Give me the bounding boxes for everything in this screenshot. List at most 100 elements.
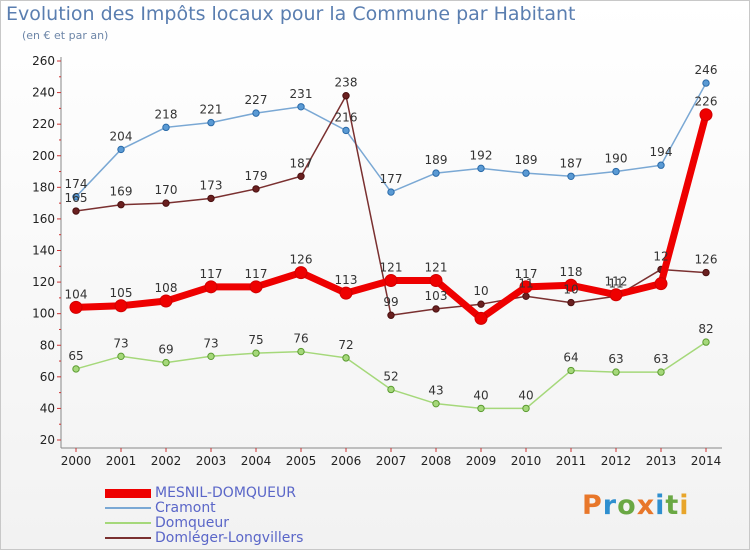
data-label: 117 bbox=[200, 267, 223, 281]
data-label: 189 bbox=[425, 153, 448, 167]
data-point bbox=[474, 311, 488, 325]
y-tick-label: 240 bbox=[32, 86, 55, 100]
data-point bbox=[567, 298, 575, 307]
x-tick-label: 2000 bbox=[61, 454, 92, 468]
data-label: 64 bbox=[563, 351, 578, 365]
data-point bbox=[342, 126, 350, 135]
data-point bbox=[207, 194, 215, 203]
value-labels: 104 105 108 117 117 126 113 121 121 117 118 112 226 1… bbox=[65, 63, 718, 402]
x-tick-label: 2014 bbox=[691, 454, 722, 468]
x-tick-label: 2007 bbox=[376, 454, 407, 468]
data-label: 221 bbox=[200, 103, 223, 117]
data-label: 218 bbox=[155, 107, 178, 121]
data-point bbox=[387, 385, 395, 394]
y-tick-label: 100 bbox=[32, 307, 55, 321]
data-point bbox=[162, 199, 170, 207]
data-label: 117 bbox=[245, 267, 268, 281]
y-tick-label: 20 bbox=[40, 433, 55, 447]
data-point bbox=[162, 123, 170, 132]
data-point bbox=[387, 188, 395, 196]
data-label: 43 bbox=[428, 384, 443, 398]
data-point bbox=[477, 300, 485, 308]
data-point bbox=[432, 399, 440, 408]
data-point bbox=[432, 169, 440, 177]
x-tick-label: 2008 bbox=[421, 454, 452, 468]
data-label: 40 bbox=[473, 388, 488, 402]
data-point bbox=[702, 79, 710, 87]
data-label: 187 bbox=[560, 156, 583, 170]
data-label: 231 bbox=[290, 87, 313, 101]
data-point bbox=[207, 352, 215, 361]
data-point bbox=[342, 354, 350, 362]
x-tick-label: 2012 bbox=[601, 454, 632, 468]
y-tick-label: 220 bbox=[32, 117, 55, 131]
x-tick-label: 2003 bbox=[196, 454, 227, 468]
logo-letter: P bbox=[582, 490, 603, 521]
data-label: 121 bbox=[425, 261, 448, 275]
x-tick-label: 2006 bbox=[331, 454, 362, 468]
data-label: 108 bbox=[155, 281, 178, 295]
logo-letter: t bbox=[665, 490, 680, 521]
data-point bbox=[477, 164, 485, 173]
data-label: 76 bbox=[293, 332, 308, 346]
data-point bbox=[657, 368, 665, 376]
x-tick-label: 2001 bbox=[106, 454, 137, 468]
y-tick-label: 120 bbox=[32, 275, 55, 289]
data-label: 192 bbox=[470, 148, 493, 162]
data-label: 190 bbox=[605, 152, 628, 166]
y-tick-label: 40 bbox=[40, 401, 55, 415]
series-doml-ger-longvillers bbox=[72, 92, 710, 319]
data-point bbox=[297, 172, 305, 180]
data-point bbox=[69, 300, 83, 314]
data-label: 204 bbox=[110, 129, 133, 143]
data-label: 10 bbox=[563, 283, 578, 297]
data-label: 126 bbox=[290, 253, 313, 267]
data-point bbox=[249, 280, 263, 294]
data-label: 194 bbox=[650, 145, 673, 159]
data-point bbox=[384, 274, 398, 288]
data-label: 187 bbox=[290, 156, 313, 170]
data-label: 216 bbox=[335, 110, 358, 124]
data-label: 65 bbox=[68, 349, 83, 363]
data-point bbox=[612, 368, 620, 376]
x-tick-label: 2013 bbox=[646, 454, 677, 468]
data-label: 112 bbox=[605, 275, 628, 289]
data-label: 117 bbox=[515, 267, 538, 281]
logo-letter: i bbox=[679, 490, 690, 521]
data-label: 99 bbox=[383, 295, 398, 309]
data-point bbox=[522, 404, 530, 413]
logo-letter: r bbox=[602, 490, 618, 521]
data-point bbox=[72, 365, 80, 373]
data-point bbox=[297, 103, 305, 111]
y-tick-label: 200 bbox=[32, 149, 55, 163]
data-label: 63 bbox=[608, 352, 623, 366]
x-tick-label: 2011 bbox=[556, 454, 587, 468]
data-label: 113 bbox=[335, 273, 358, 287]
data-label: 103 bbox=[425, 289, 448, 303]
axes: 20 40 60 80 100 120 140 160 180 200 220 240 260 2000 2… bbox=[32, 54, 722, 468]
data-point bbox=[204, 280, 218, 294]
data-label: 69 bbox=[158, 343, 173, 357]
data-point bbox=[159, 294, 173, 308]
data-label: 82 bbox=[698, 322, 713, 336]
data-point bbox=[72, 207, 80, 215]
legend-label: MESNIL-DOMQUEUR bbox=[155, 485, 296, 501]
data-label: 11 bbox=[608, 276, 623, 290]
logo-letter: i bbox=[655, 490, 666, 521]
chart-title: Evolution des Impôts locaux pour la Comm… bbox=[6, 3, 576, 25]
series-mesnil-domqueur bbox=[69, 108, 713, 325]
data-label: 118 bbox=[560, 265, 583, 279]
data-point bbox=[522, 292, 530, 300]
legend-swatch bbox=[105, 522, 151, 524]
y-tick-label: 60 bbox=[40, 370, 55, 384]
series-domqueur bbox=[72, 338, 710, 413]
data-point bbox=[564, 278, 578, 292]
data-point bbox=[477, 404, 485, 413]
data-label: 10 bbox=[473, 284, 488, 298]
y-tick-label: 180 bbox=[32, 180, 55, 194]
data-label: 72 bbox=[338, 338, 353, 352]
y-tick-label: 140 bbox=[32, 244, 55, 258]
x-tick-label: 2005 bbox=[286, 454, 317, 468]
